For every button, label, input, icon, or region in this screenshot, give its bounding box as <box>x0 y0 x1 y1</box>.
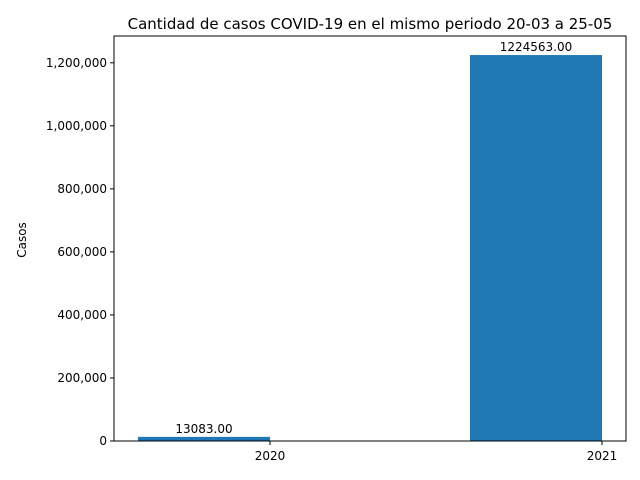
y-tick-label: 1,000,000 <box>46 119 107 133</box>
x-tick-label-2020: 2020 <box>255 449 286 463</box>
data-label-2020: 13083.00 <box>175 422 232 436</box>
y-tick-label: 0 <box>99 434 107 448</box>
chart-title: Cantidad de casos COVID-19 en el mismo p… <box>128 15 613 33</box>
bar-2020 <box>138 436 270 441</box>
data-label-2021: 1224563.00 <box>500 40 573 54</box>
plot-area: 13083.00 1224563.00 0 200,000 400,000 600,000… <box>46 35 627 463</box>
y-tick-label: 200,000 <box>57 371 107 385</box>
y-tick-label: 1,200,000 <box>46 56 107 70</box>
y-tick-label: 600,000 <box>57 245 107 259</box>
y-axis-label: Casos <box>15 222 29 258</box>
y-tick-label: 800,000 <box>57 182 107 196</box>
axes-frame <box>113 35 627 442</box>
y-tick-label: 400,000 <box>57 308 107 322</box>
bar-2021 <box>470 55 602 441</box>
x-tick-label-2021: 2021 <box>587 449 618 463</box>
